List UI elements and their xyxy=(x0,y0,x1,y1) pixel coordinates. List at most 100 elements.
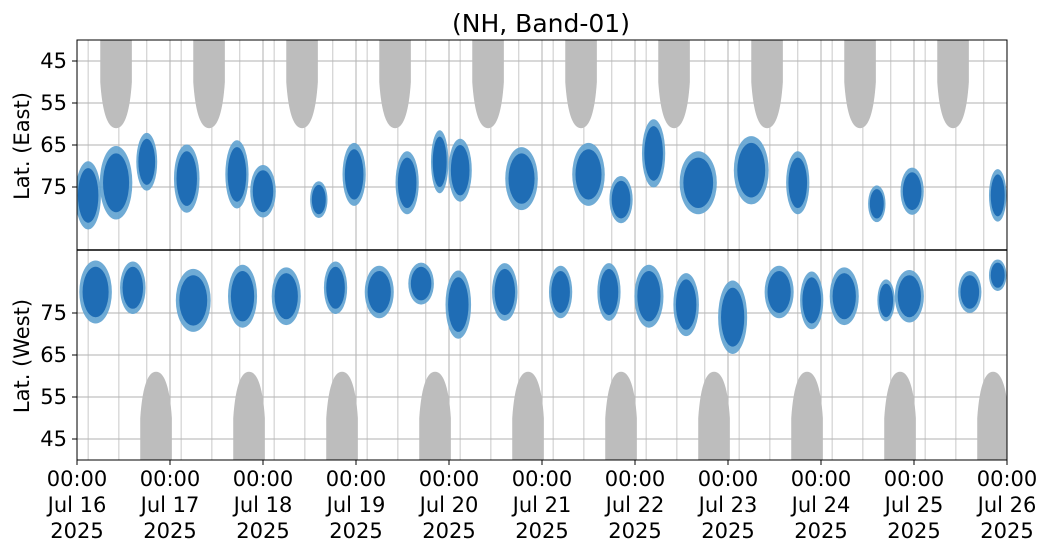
blob-east-19 xyxy=(902,172,922,211)
blob-west-5 xyxy=(326,266,345,309)
blob-west-18 xyxy=(879,283,894,318)
x-tick-label-3-2: 2025 xyxy=(329,519,382,543)
gray-mask-east-6 xyxy=(658,40,690,129)
y-axis: 45 55 65 75 75 65 55 45 xyxy=(40,49,77,451)
x-tick-label-8-1: Jul 24 xyxy=(790,493,851,517)
blob-west-9 xyxy=(494,268,516,316)
blob-east-13 xyxy=(611,180,631,219)
x-tick-label-0-2: 2025 xyxy=(50,519,103,543)
blob-west-6 xyxy=(367,271,391,313)
blob-west-7 xyxy=(410,266,432,301)
blob-east-12 xyxy=(575,149,602,200)
blob-west-8 xyxy=(448,277,469,332)
x-tick-label-8-2: 2025 xyxy=(794,519,847,543)
gray-mask-west-7 xyxy=(791,371,823,460)
y-axis-label-east: Lat. (East) xyxy=(10,92,34,200)
y-tick-label-east-75: 75 xyxy=(40,175,67,199)
blob-west-21 xyxy=(990,262,1005,288)
gray-mask-east-5 xyxy=(565,40,597,129)
y-tick-label-west-75: 75 xyxy=(40,301,67,325)
x-tick-label-0-1: Jul 16 xyxy=(46,493,107,517)
blob-east-6 xyxy=(311,184,326,215)
x-tick-label-1-0: 00:00 xyxy=(140,467,201,491)
blob-west-10 xyxy=(551,271,570,313)
y-axis-label-west: Lat. (West) xyxy=(10,299,34,413)
x-tick-label-7-2: 2025 xyxy=(701,519,754,543)
blob-east-18 xyxy=(869,189,884,219)
x-tick-label-5-0: 00:00 xyxy=(512,467,573,491)
gray-mask-east-3 xyxy=(379,40,411,129)
blob-west-12 xyxy=(637,271,661,322)
blob-east-11 xyxy=(508,153,535,204)
blob-west-1 xyxy=(122,266,144,309)
chart-title: (NH, Band-01) xyxy=(452,9,630,38)
gray-mask-west-9 xyxy=(977,371,1007,460)
blob-west-4 xyxy=(274,273,298,320)
x-tick-label-4-2: 2025 xyxy=(422,519,475,543)
x-tick-label-3-0: 00:00 xyxy=(326,467,387,491)
x-tick-label-6-1: Jul 22 xyxy=(604,493,665,517)
blob-east-14 xyxy=(644,126,663,181)
blob-east-17 xyxy=(788,157,808,208)
blob-east-15 xyxy=(683,157,714,208)
blob-west-14 xyxy=(721,287,745,347)
gray-mask-east-0 xyxy=(100,40,132,129)
blob-east-7 xyxy=(344,149,364,200)
blob-east-9 xyxy=(432,136,447,187)
x-tick-label-4-1: Jul 20 xyxy=(418,493,479,517)
blob-west-17 xyxy=(832,273,856,320)
y-tick-label-west-55: 55 xyxy=(40,385,67,409)
x-tick-label-5-1: Jul 21 xyxy=(511,493,572,517)
plot-content xyxy=(77,40,1007,460)
x-tick-label-7-1: Jul 23 xyxy=(697,493,758,517)
blob-west-0 xyxy=(82,266,109,318)
x-tick-label-9-0: 00:00 xyxy=(884,467,945,491)
gray-mask-west-1 xyxy=(233,371,265,460)
blob-east-10 xyxy=(450,145,470,196)
blob-west-16 xyxy=(802,277,821,324)
gray-mask-east-9 xyxy=(937,40,969,129)
gray-mask-west-3 xyxy=(419,371,451,460)
x-tick-label-9-2: 2025 xyxy=(887,519,940,543)
y-tick-label-east-55: 55 xyxy=(40,91,67,115)
blob-west-13 xyxy=(675,279,697,330)
y-tick-label-west-45: 45 xyxy=(40,427,67,451)
blob-east-8 xyxy=(397,157,417,208)
blob-east-1 xyxy=(103,153,130,213)
gray-mask-east-1 xyxy=(193,40,225,129)
blob-east-0 xyxy=(77,168,99,223)
blob-east-5 xyxy=(252,170,274,213)
y-tick-label-west-65: 65 xyxy=(40,343,67,367)
blob-west-15 xyxy=(767,271,791,313)
blob-west-20 xyxy=(960,275,980,309)
blob-east-2 xyxy=(138,138,156,185)
y-tick-label-east-65: 65 xyxy=(40,133,67,157)
y-tick-label-east-45: 45 xyxy=(40,49,67,73)
blob-east-3 xyxy=(176,151,197,206)
x-tick-label-2-1: Jul 18 xyxy=(232,493,293,517)
x-tick-label-9-1: Jul 25 xyxy=(883,493,944,517)
x-tick-label-1-2: 2025 xyxy=(143,519,196,543)
blob-west-3 xyxy=(230,271,255,322)
blob-east-16 xyxy=(737,142,766,198)
gray-mask-east-4 xyxy=(472,40,504,129)
x-tick-label-10-1: Jul 26 xyxy=(976,493,1037,517)
blob-east-4 xyxy=(227,147,247,202)
plot-area xyxy=(76,39,1008,461)
x-tick-label-5-2: 2025 xyxy=(515,519,568,543)
gray-mask-east-2 xyxy=(286,40,318,129)
blob-east-20 xyxy=(990,174,1005,217)
x-tick-label-8-0: 00:00 xyxy=(791,467,852,491)
x-tick-label-3-1: Jul 19 xyxy=(325,493,386,517)
gray-mask-east-8 xyxy=(844,40,876,129)
blob-west-2 xyxy=(179,275,208,326)
x-tick-label-0-0: 00:00 xyxy=(47,467,108,491)
x-tick-label-6-0: 00:00 xyxy=(605,467,666,491)
x-tick-label-6-2: 2025 xyxy=(608,519,661,543)
x-tick-label-2-2: 2025 xyxy=(236,519,289,543)
gray-mask-east-7 xyxy=(751,40,783,129)
gray-mask-west-6 xyxy=(698,371,730,460)
gray-mask-west-2 xyxy=(326,371,358,460)
